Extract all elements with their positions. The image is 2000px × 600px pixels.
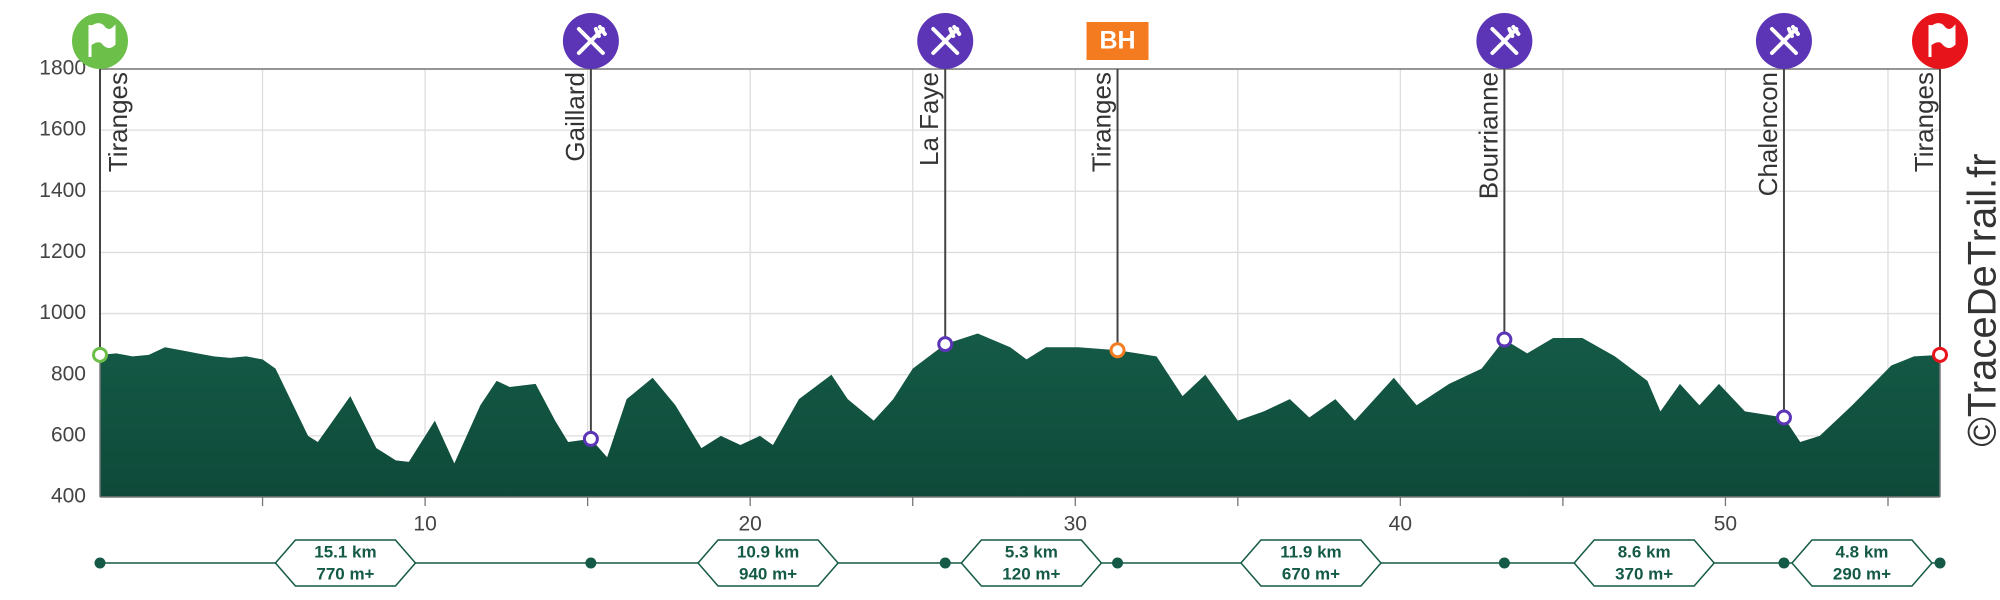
waypoint-label: Gaillard xyxy=(560,72,590,162)
fork-knife-icon xyxy=(576,25,607,55)
waypoint-label: La Faye xyxy=(914,72,944,166)
waypoint-marker xyxy=(1775,409,1792,426)
y-tick-label: 1600 xyxy=(39,118,86,141)
segment-distance: 4.8 km xyxy=(1836,542,1889,561)
elevation-area xyxy=(100,333,1940,497)
segment-distance: 5.3 km xyxy=(1005,542,1058,561)
waypoint-label: Chalencon xyxy=(1753,72,1783,196)
x-tick-label: 50 xyxy=(1714,513,1737,536)
waypoint-label: Tiranges xyxy=(1909,72,1939,172)
y-tick-label: 800 xyxy=(51,362,86,385)
badge xyxy=(1086,22,1149,60)
fork-knife-icon xyxy=(1490,25,1521,55)
x-tick-label: 40 xyxy=(1389,513,1412,536)
x-tick-label: 20 xyxy=(738,513,761,536)
waypoint-marker xyxy=(937,336,954,353)
waypoint-marker xyxy=(1496,331,1513,348)
segment-dot xyxy=(585,557,597,569)
segment-distance: 10.9 km xyxy=(737,542,799,561)
waypoint-marker xyxy=(1109,342,1126,359)
segment-dot xyxy=(1934,557,1946,569)
badge-label: BH xyxy=(1099,27,1135,55)
segment-gain: 670 m+ xyxy=(1282,564,1340,583)
y-tick-label: 1000 xyxy=(39,301,86,324)
segment-distance: 15.1 km xyxy=(314,542,376,561)
x-tick-label: 10 xyxy=(413,513,436,536)
segment-box xyxy=(274,539,417,587)
y-tick-label: 1200 xyxy=(39,240,86,263)
flag-icon xyxy=(88,23,116,57)
waypoint-marker xyxy=(582,430,599,447)
y-tick-label: 1400 xyxy=(39,179,86,202)
fork-knife-icon xyxy=(1769,25,1800,55)
segment-box xyxy=(1790,539,1933,587)
segment-distance: 8.6 km xyxy=(1618,542,1671,561)
watermark: ©TraceDeTrail.fr xyxy=(1961,153,2000,446)
y-tick-label: 1800 xyxy=(39,57,86,80)
fork-knife-icon xyxy=(931,25,962,55)
waypoint-marker xyxy=(1932,346,1948,363)
y-tick-label: 400 xyxy=(51,485,86,508)
waypoint-marker xyxy=(92,346,108,363)
segment-gain: 120 m+ xyxy=(1002,564,1060,583)
flag-icon xyxy=(1928,23,1956,57)
x-tick-label: 30 xyxy=(1064,513,1087,536)
waypoint-label: Tiranges xyxy=(1086,72,1116,172)
segment-gain: 940 m+ xyxy=(739,564,797,583)
segment-box xyxy=(697,539,840,587)
waypoint-label: Tiranges xyxy=(103,72,133,172)
segment-box xyxy=(960,539,1103,587)
segment-gain: 770 m+ xyxy=(316,564,374,583)
y-tick-label: 600 xyxy=(51,423,86,446)
segment-box xyxy=(1239,539,1382,587)
segment-distance: 11.9 km xyxy=(1280,542,1341,561)
waypoint-label: Bourrianne xyxy=(1473,72,1503,199)
segment-dot xyxy=(94,557,106,569)
segment-dot xyxy=(1112,557,1124,569)
segment-box xyxy=(1573,539,1716,587)
segment-dot xyxy=(1778,557,1790,569)
segment-gain: 370 m+ xyxy=(1615,564,1673,583)
segment-dot xyxy=(939,557,951,569)
segment-gain: 290 m+ xyxy=(1833,564,1891,583)
segment-dot xyxy=(1498,557,1510,569)
